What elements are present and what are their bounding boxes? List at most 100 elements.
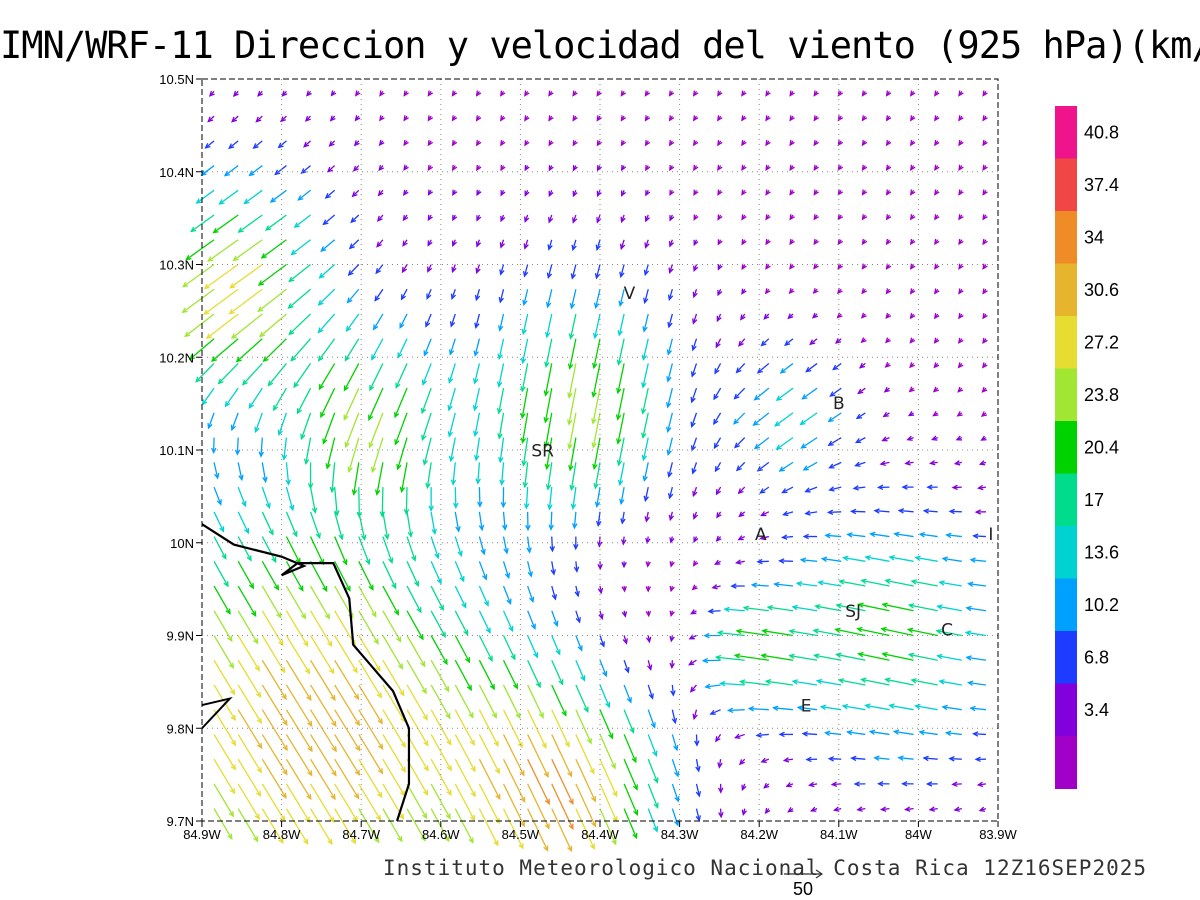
wind-arrow-shaft bbox=[843, 557, 866, 562]
wind-arrow-head bbox=[877, 781, 884, 787]
wind-arrow bbox=[738, 758, 746, 766]
wind-arrow bbox=[451, 239, 457, 247]
wind-arrow bbox=[477, 487, 483, 508]
wind-arrow-head bbox=[620, 140, 627, 147]
wind-arrow-head bbox=[446, 789, 452, 797]
wind-arrow-head bbox=[881, 436, 888, 442]
wind-arrow-shaft bbox=[551, 758, 574, 805]
wind-arrow-shaft bbox=[924, 510, 938, 513]
wind-arrow-head bbox=[978, 460, 986, 466]
wind-arrow-shaft bbox=[374, 288, 384, 301]
wind-arrow-head bbox=[741, 263, 747, 271]
wind-arrow-head bbox=[421, 812, 428, 820]
wind-arrow-shaft bbox=[599, 684, 610, 708]
wind-arrow bbox=[379, 90, 385, 97]
wind-arrow-head bbox=[671, 717, 678, 725]
wind-arrow-head bbox=[879, 806, 887, 812]
wind-arrow-head bbox=[861, 238, 868, 246]
wind-arrow-shaft bbox=[551, 659, 564, 685]
wind-arrow bbox=[709, 709, 721, 715]
wind-arrow-shaft bbox=[382, 511, 389, 539]
wind-arrow-shaft bbox=[430, 783, 451, 819]
wind-arrow-head bbox=[713, 418, 719, 426]
wind-arrow-head bbox=[352, 165, 359, 172]
wind-arrow-shaft bbox=[406, 709, 429, 746]
wind-arrow bbox=[879, 460, 890, 466]
wind-arrow-shaft bbox=[219, 189, 239, 205]
wind-arrow bbox=[879, 806, 890, 812]
wind-arrow-shaft bbox=[527, 659, 541, 688]
wind-arrow-shaft bbox=[718, 631, 745, 637]
wind-arrow-head bbox=[230, 333, 238, 340]
wind-arrow-head bbox=[572, 190, 578, 198]
wind-arrow bbox=[425, 462, 432, 490]
wind-arrow bbox=[671, 808, 680, 827]
wind-arrow bbox=[693, 189, 699, 196]
wind-arrow-head bbox=[909, 288, 916, 295]
lon-tick-label: 84.2W bbox=[740, 827, 778, 842]
wind-arrow bbox=[951, 484, 962, 491]
wind-arrow bbox=[334, 684, 361, 727]
lon-tick-label: 84.7W bbox=[342, 827, 380, 842]
wind-arrow-shaft bbox=[501, 462, 505, 485]
wind-arrow-shaft bbox=[740, 680, 769, 686]
wind-arrow-head bbox=[691, 468, 697, 475]
wind-arrow-head bbox=[858, 362, 866, 369]
wind-arrow-shaft bbox=[856, 412, 866, 419]
wind-arrow-head bbox=[837, 263, 843, 270]
wind-arrow-head bbox=[395, 382, 401, 389]
wind-arrow-shaft bbox=[406, 758, 429, 795]
wind-arrow bbox=[755, 732, 769, 738]
wind-arrow bbox=[690, 363, 698, 378]
wind-arrow bbox=[546, 264, 553, 280]
wind-arrow-head bbox=[229, 788, 236, 795]
wind-arrow-head bbox=[427, 266, 433, 273]
wind-arrow bbox=[780, 534, 794, 540]
wind-arrow-head bbox=[761, 628, 768, 635]
wind-arrow bbox=[406, 734, 429, 772]
wind-arrow bbox=[406, 585, 422, 614]
wind-arrow-head bbox=[644, 140, 651, 147]
wind-arrow-shaft bbox=[394, 387, 408, 418]
wind-arrow-head bbox=[343, 414, 349, 421]
wind-arrow-head bbox=[403, 164, 409, 171]
colorbar-segment bbox=[1055, 158, 1077, 212]
wind-arrow-shaft bbox=[478, 610, 491, 633]
wind-arrow bbox=[213, 486, 222, 506]
wind-arrow-head bbox=[256, 717, 263, 725]
wind-arrow bbox=[502, 659, 518, 690]
wind-arrow bbox=[303, 437, 312, 465]
wind-arrow bbox=[572, 140, 578, 147]
wind-arrow-head bbox=[244, 527, 249, 535]
wind-arrow-head bbox=[420, 661, 426, 668]
wind-arrow-head bbox=[814, 604, 821, 610]
wind-arrow-head bbox=[491, 712, 497, 719]
wind-arrow-head bbox=[901, 781, 908, 787]
wind-arrow-shaft bbox=[882, 603, 914, 612]
wind-arrow-head bbox=[231, 116, 238, 123]
wind-arrow-shaft bbox=[692, 462, 698, 474]
wind-arrow-head bbox=[427, 164, 434, 172]
wind-arrow-shaft bbox=[569, 437, 577, 471]
wind-arrow bbox=[717, 239, 723, 246]
wind-arrow-head bbox=[248, 582, 255, 590]
wind-arrow-head bbox=[695, 815, 701, 822]
wind-arrow bbox=[846, 729, 866, 736]
wind-arrow bbox=[279, 115, 287, 123]
wind-arrow bbox=[695, 808, 701, 822]
wind-arrow-head bbox=[225, 608, 231, 615]
wind-arrow-shaft bbox=[599, 635, 605, 647]
wind-arrow-shaft bbox=[401, 288, 408, 300]
wind-arrow-shaft bbox=[920, 533, 938, 538]
wind-arrow-shaft bbox=[620, 486, 625, 504]
wind-arrow-head bbox=[403, 115, 409, 122]
wind-arrow-shaft bbox=[551, 808, 573, 852]
wind-arrow bbox=[267, 363, 287, 387]
wind-arrow-head bbox=[475, 267, 481, 275]
wind-arrow bbox=[502, 511, 508, 531]
wind-arrow-head bbox=[558, 679, 564, 686]
wind-arrow bbox=[813, 164, 819, 171]
wind-arrow bbox=[714, 363, 722, 375]
wind-arrow-head bbox=[451, 240, 457, 247]
wind-arrow bbox=[334, 808, 357, 845]
